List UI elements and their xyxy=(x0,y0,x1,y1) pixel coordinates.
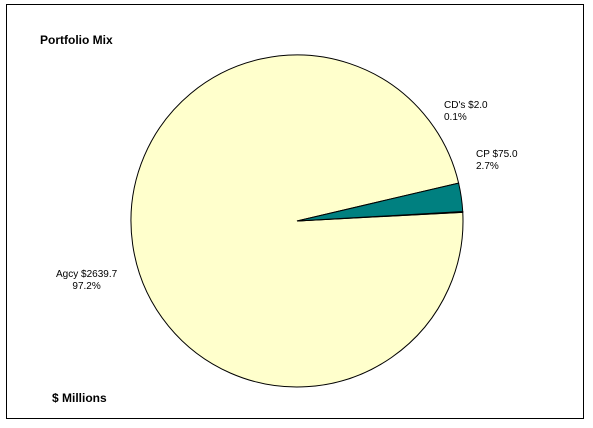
pie-slice-cp xyxy=(296,182,464,222)
slice-label-cp: CP $75.0 2.7% xyxy=(476,149,518,173)
slice-percent-cp: 2.7% xyxy=(476,161,499,172)
slice-amount-cp: CP $75.0 xyxy=(476,149,518,160)
pie-slices xyxy=(130,54,464,388)
chart-title: Portfolio Mix xyxy=(40,33,113,47)
slice-label-agcy: Agcy $2639.7 97.2% xyxy=(56,269,117,293)
units-label: $ Millions xyxy=(52,391,107,405)
slice-amount-cds: CD's $2.0 xyxy=(444,100,488,111)
slice-percent-cds: 0.1% xyxy=(444,112,467,123)
slice-amount-agcy: Agcy $2639.7 xyxy=(56,269,118,280)
slice-percent-agcy: 97.2% xyxy=(72,281,101,292)
slice-label-cds: CD's $2.0 0.1% xyxy=(444,100,488,124)
